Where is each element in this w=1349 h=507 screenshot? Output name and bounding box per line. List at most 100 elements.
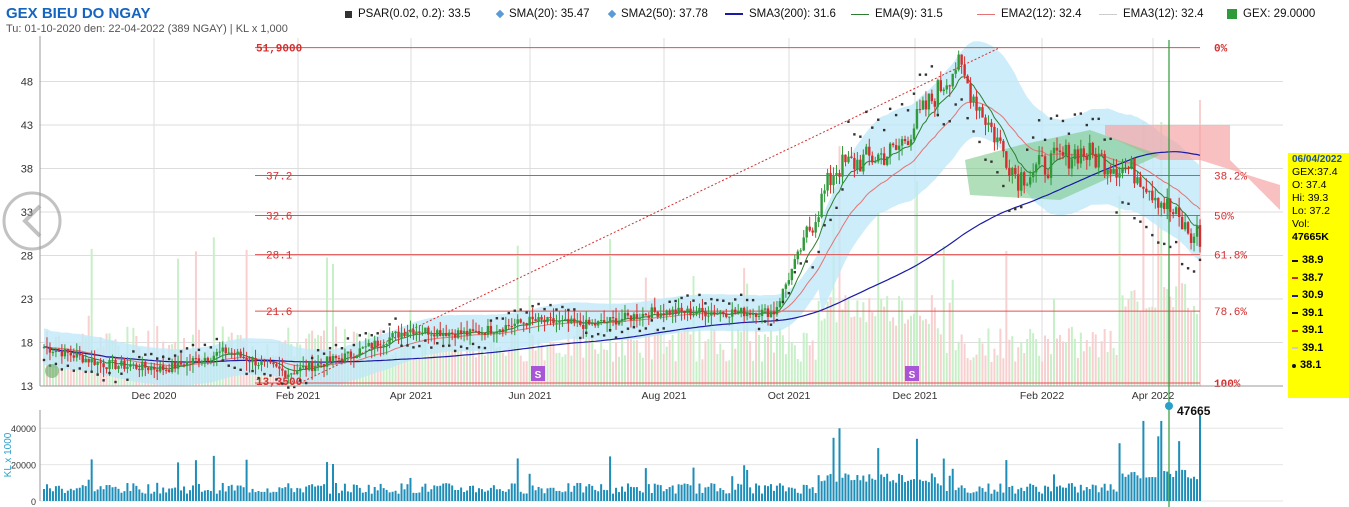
psar-dot: [585, 331, 588, 335]
volume-shadow-bar: [501, 352, 504, 386]
legend-item-gex[interactable]: GEX: 29.0000: [1227, 8, 1315, 20]
candle-body: [1088, 142, 1091, 160]
legend-item-sma50[interactable]: SMA2(50): 37.78: [607, 8, 708, 20]
volume-bar: [57, 485, 60, 501]
volume-bar: [537, 486, 540, 501]
volume-shadow-bar: [597, 353, 600, 386]
volume-bar: [475, 492, 478, 501]
volume-bar: [1109, 484, 1112, 501]
volume-bar: [305, 486, 308, 501]
candle-body: [1195, 225, 1199, 237]
candle-body: [498, 329, 502, 332]
volume-bar: [719, 488, 722, 501]
psar-dot: [888, 107, 892, 111]
volume-shadow-bar: [1181, 283, 1184, 386]
volume-bar: [948, 475, 951, 501]
volume-shadow-bar: [910, 315, 912, 386]
legend-item-psar[interactable]: PSAR(0.02, 0.2): 33.5: [345, 8, 471, 20]
volume-bar: [507, 489, 510, 501]
volume-bar: [153, 491, 156, 501]
volume-bar: [296, 487, 299, 501]
volume-shadow-bar: [954, 350, 957, 386]
candle-body: [1076, 149, 1080, 164]
psar-dot: [376, 332, 379, 335]
psar-dot: [370, 334, 373, 337]
candle-body: [880, 153, 883, 155]
psar-dot: [668, 300, 671, 303]
sma200-line: [44, 151, 1201, 363]
volume-bar: [427, 491, 430, 501]
candle-body: [671, 309, 674, 315]
psar-dot: [513, 309, 516, 312]
volume-bar: [704, 487, 707, 501]
volume-bar: [659, 485, 662, 501]
candle-body: [930, 93, 934, 102]
volume-bar: [299, 488, 302, 501]
psar-dot: [1031, 136, 1035, 139]
volume-shadow-bar: [504, 355, 507, 386]
volume-shadow-bar: [990, 361, 993, 386]
candle-body: [129, 365, 132, 367]
volume-shadow-bar: [784, 354, 787, 386]
candle-body: [549, 317, 552, 319]
candle-body: [132, 364, 135, 366]
candle-body: [355, 355, 359, 359]
volume-bar: [343, 483, 346, 501]
volume-bar: [743, 465, 746, 501]
psar-dot: [90, 370, 93, 373]
candle-body: [254, 357, 257, 366]
legend-item-ema12[interactable]: EMA2(12): 32.4: [977, 8, 1082, 20]
psar-dot: [287, 386, 290, 389]
volume-shadow-bar: [1091, 332, 1094, 386]
legend-item-ema3[interactable]: EMA3(12): 32.4: [1099, 8, 1204, 20]
volume-shadow-bar: [918, 315, 921, 386]
volume-shadow-bar: [895, 325, 898, 386]
volume-bar: [725, 493, 728, 501]
legend-item-ema9[interactable]: EMA(9): 31.5: [851, 8, 943, 20]
psar-dot: [364, 332, 367, 335]
legend-item-sma200[interactable]: SMA3(200): 31.6: [725, 8, 836, 20]
candle-body: [954, 69, 957, 74]
volume-bar: [492, 485, 495, 501]
volume-shadow-bar: [984, 355, 987, 386]
candle-body: [239, 351, 242, 357]
candle-body: [561, 320, 564, 322]
volume-bar: [591, 485, 594, 501]
legend-item-sma20[interactable]: SMA(20): 35.47: [495, 8, 590, 20]
volume-shadow-bar: [469, 336, 472, 386]
volume-shadow-bar: [564, 354, 567, 386]
candle-body: [93, 358, 96, 365]
volume-bar: [713, 483, 716, 501]
candle-body: [832, 175, 835, 186]
volume-shadow-bar: [1038, 355, 1041, 386]
ichimoku-cloud-green: [965, 130, 1160, 200]
volume-bar: [868, 474, 871, 501]
candle-body: [829, 172, 832, 186]
volume-bar: [766, 486, 769, 501]
volume-bar: [415, 492, 418, 501]
psar-dot: [394, 317, 397, 320]
volume-shadow-bar: [513, 328, 516, 386]
candle-body: [614, 318, 618, 325]
split-marker-label: S: [535, 370, 542, 381]
candle-body: [751, 313, 755, 315]
volume-bar: [364, 491, 367, 501]
psar-dot: [96, 373, 99, 376]
bollinger-band: [44, 41, 1200, 387]
volume-bar: [641, 492, 644, 501]
psar-dot: [757, 327, 761, 331]
candle-body: [522, 322, 525, 324]
volume-bar: [680, 484, 683, 501]
volume-bar: [60, 488, 63, 501]
volume-shadow-bar: [716, 354, 719, 386]
volume-shadow-bar: [674, 361, 677, 386]
psar-dot: [591, 335, 594, 338]
psar-dot: [60, 368, 64, 371]
candle-body: [406, 332, 409, 337]
volume-bar: [695, 493, 698, 501]
volume-bar: [927, 482, 930, 501]
candle-body: [1100, 153, 1103, 155]
candle-body: [936, 80, 940, 107]
volume-bar: [543, 493, 546, 501]
